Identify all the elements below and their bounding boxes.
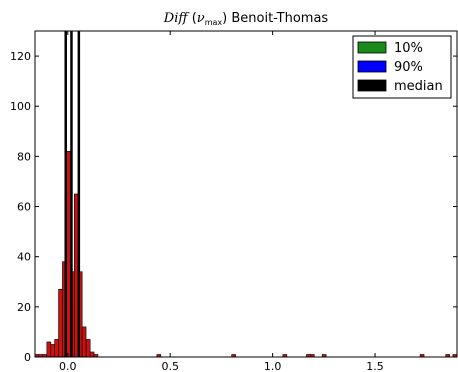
title-math-main: Diff [163,11,191,26]
x-tick-label: 1.0 [264,360,282,372]
vertical-lines [64,31,81,357]
y-tick-label: 120 [10,50,31,63]
histogram-bar [46,341,52,358]
y-tick-label: 80 [17,150,31,163]
histogram-bar [89,351,95,358]
legend-swatch-10-percent [357,41,387,54]
y-tick-label: 20 [17,301,31,314]
x-tick-label: 0.0 [59,360,77,372]
legend-swatch-90-percent [357,60,387,73]
chart-title: Diff (νmax) Benoit-Thomas [163,11,329,27]
legend-label-90-percent: 90% [394,60,423,75]
y-tick-label: 0 [24,351,31,364]
histogram-bar [54,339,59,358]
title-nu-sub: max [205,18,223,27]
ticks: 0.0 0.5 1.0 1.5 0 20 40 60 80 100 120 [10,31,457,372]
title-paren-open: ( [188,11,197,26]
histogram-bar [85,339,91,358]
legend-label-median: median [394,79,443,94]
y-tick-label: 40 [17,251,31,264]
histogram-bar [81,326,87,358]
x-tick-label: 0.5 [161,360,179,372]
histogram-bar [50,344,56,358]
legend-label-10-percent: 10% [394,41,423,56]
legend: 10% 90% median [352,35,452,99]
title-text: Benoit-Thomas [227,11,328,26]
histogram-bar [66,151,71,358]
title-paren-close: ) [222,11,227,26]
x-tick-label: 1.5 [366,360,384,372]
y-tick-label: 100 [10,100,31,113]
title-nu: ν [197,11,205,26]
axes-frame [34,30,458,358]
y-tick-label: 60 [17,201,31,214]
legend-swatch-median [357,79,387,92]
histogram-bar [58,288,63,358]
